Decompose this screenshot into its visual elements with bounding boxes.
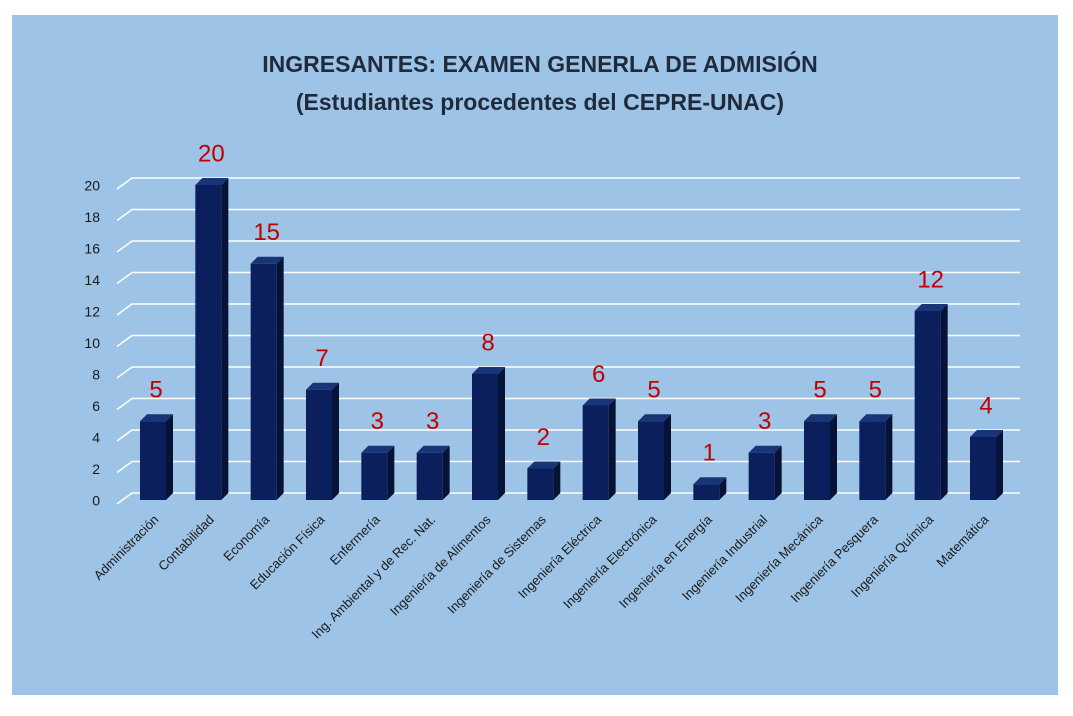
bar-side — [996, 430, 1003, 500]
bar-side — [664, 414, 671, 500]
grid-line — [116, 460, 1020, 474]
grid-line — [116, 240, 1020, 253]
data-label: 5 — [813, 377, 826, 404]
grid-line — [116, 429, 1020, 442]
data-label: 3 — [758, 408, 771, 435]
bar-top — [416, 445, 450, 453]
y-tick-label: 10 — [84, 335, 100, 351]
grid-line — [116, 271, 1020, 285]
bar-top — [804, 414, 837, 422]
bar-side — [387, 445, 395, 500]
data-label: 6 — [592, 361, 605, 388]
bar — [582, 405, 609, 500]
grid-line — [116, 177, 1020, 190]
bar-side — [719, 477, 727, 500]
bar-top — [914, 304, 948, 311]
chart-subtitle: (Estudiantes procedentes del CEPRE-UNAC) — [296, 89, 784, 115]
data-label: 2 — [537, 424, 550, 451]
y-tick-label: 4 — [92, 430, 100, 446]
y-tick-label: 14 — [84, 272, 100, 288]
bar-side — [940, 304, 948, 500]
bar-side — [885, 414, 893, 500]
grid-line — [116, 208, 1020, 222]
bar-top — [748, 445, 782, 453]
grid-line — [116, 303, 1020, 316]
data-label: 20 — [198, 140, 225, 167]
y-tick-label: 8 — [92, 367, 100, 383]
bar — [693, 484, 720, 500]
y-tick-label: 0 — [92, 493, 100, 509]
bar-side — [332, 382, 339, 500]
data-label: 3 — [426, 408, 439, 435]
bar-side — [553, 461, 561, 500]
bar-top — [582, 398, 616, 406]
data-label: 5 — [869, 377, 882, 404]
y-tick-label: 16 — [84, 241, 100, 257]
bar — [306, 389, 332, 500]
y-tick-label: 2 — [92, 461, 100, 477]
bar-side — [276, 256, 284, 500]
bar-side — [498, 367, 505, 500]
data-label: 4 — [979, 392, 992, 419]
bar — [195, 185, 222, 500]
bar-top — [859, 414, 893, 422]
bar-top — [527, 461, 561, 469]
y-tick-label: 6 — [92, 398, 100, 414]
plot-background — [12, 15, 1058, 695]
data-label: 7 — [315, 345, 328, 372]
y-tick-label: 12 — [84, 304, 100, 320]
bar — [527, 468, 554, 500]
bar — [804, 421, 830, 500]
data-label: 5 — [149, 377, 162, 404]
bar-top — [693, 477, 727, 485]
bar — [859, 421, 886, 500]
grid-line — [116, 397, 1020, 411]
bar-side — [608, 398, 616, 500]
bar-top — [638, 414, 671, 422]
bar-top — [472, 367, 505, 374]
y-tick-label: 18 — [84, 209, 100, 225]
bar — [416, 452, 443, 500]
bar — [140, 421, 166, 500]
chart-title: INGRESANTES: EXAMEN GENERLA DE ADMISIÓN — [262, 50, 817, 77]
data-label: 1 — [703, 440, 716, 467]
y-tick-label: 20 — [84, 178, 100, 194]
bar-top — [140, 414, 173, 422]
bar-side — [442, 445, 450, 500]
bar — [970, 437, 996, 500]
bar — [638, 421, 664, 500]
bar-side — [774, 445, 782, 500]
bar-side — [166, 414, 173, 500]
bar — [250, 263, 277, 500]
data-label: 3 — [371, 408, 384, 435]
data-label: 12 — [917, 266, 944, 293]
grid-line — [116, 334, 1020, 348]
data-label: 8 — [481, 329, 494, 356]
bar-side — [830, 414, 837, 500]
bar — [748, 452, 775, 500]
bar-top — [306, 382, 339, 390]
bar — [361, 452, 388, 500]
bar — [914, 311, 941, 500]
bar-top — [361, 445, 395, 453]
data-label: 5 — [647, 377, 660, 404]
bar-top — [250, 256, 284, 264]
bar — [472, 374, 498, 500]
bar-side — [221, 178, 229, 500]
grid-line — [116, 366, 1020, 379]
bar-top — [195, 178, 229, 185]
data-label: 15 — [253, 219, 280, 246]
bar-top — [970, 430, 1003, 437]
